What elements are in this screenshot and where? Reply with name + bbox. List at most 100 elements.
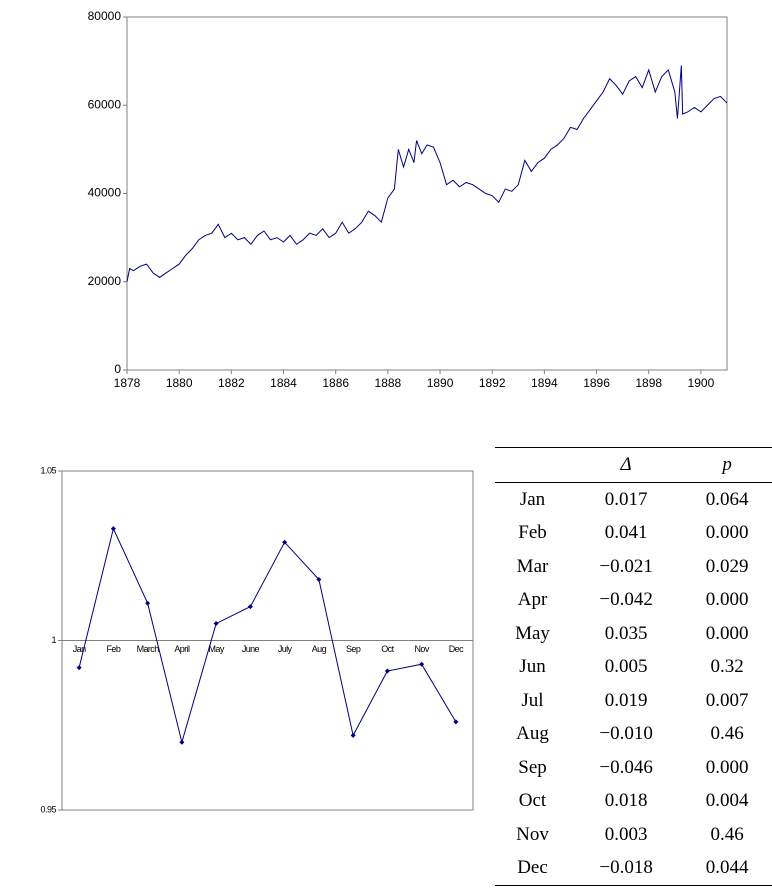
marker <box>350 732 356 738</box>
value-cell: 0.46 <box>710 823 744 845</box>
marker <box>179 739 185 745</box>
x-tick-label: 1886 <box>322 376 349 390</box>
month-cell: Jul <box>521 689 544 711</box>
y-tick-label: 60000 <box>88 97 122 111</box>
value-cell: −0.046 <box>599 756 653 778</box>
y-tick-label: 20000 <box>88 274 122 288</box>
value-cell: 0.000 <box>705 589 749 611</box>
value-cell: 0.044 <box>705 857 749 879</box>
value-cell: −0.021 <box>599 555 653 577</box>
x-tick-label: March <box>137 644 160 654</box>
marker <box>76 665 82 671</box>
value-cell: 0.003 <box>604 823 648 845</box>
value-cell: 0.035 <box>604 622 648 644</box>
value-cell: 0.32 <box>710 656 744 678</box>
value-cell: 0.007 <box>705 689 749 711</box>
x-tick-label: Feb <box>107 644 121 654</box>
value-cell: 0.019 <box>604 689 648 711</box>
month-cell: Apr <box>517 589 548 611</box>
table-row: Apr −0.042 0.000 <box>495 584 772 618</box>
x-tick-label: Sep <box>346 644 361 654</box>
x-tick-label: 1896 <box>583 376 610 390</box>
table-body: Jan 0.017 0.064 Feb 0.041 0.000 Mar −0.021 0.029… <box>495 483 772 886</box>
y-tick-label: 1.05 <box>40 465 56 475</box>
x-tick-label: 1890 <box>427 376 454 390</box>
table-row: Feb 0.041 0.000 <box>495 517 772 551</box>
x-tick-label: 1882 <box>218 376 245 390</box>
marker <box>384 668 390 674</box>
x-tick-label: 1892 <box>479 376 506 390</box>
value-cell: 0.018 <box>604 790 648 812</box>
table-row: May 0.035 0.000 <box>495 617 772 651</box>
table-row: Jan 0.017 0.064 <box>495 483 772 517</box>
header-cell: Δ <box>570 447 683 483</box>
x-tick-label: 1900 <box>688 376 715 390</box>
header-cell <box>495 447 570 483</box>
table-row: Jul 0.019 0.007 <box>495 684 772 718</box>
marker <box>145 600 151 606</box>
value-cell: 0.064 <box>705 488 749 510</box>
x-tick-label: April <box>174 644 190 654</box>
value-cell: 0.017 <box>604 488 648 510</box>
value-cell: 0.000 <box>705 756 749 778</box>
marker <box>282 539 288 545</box>
x-tick-label: 1888 <box>375 376 402 390</box>
table-row: Oct 0.018 0.004 <box>495 785 772 819</box>
table-row: Sep −0.046 0.000 <box>495 751 772 785</box>
table-row: Jun 0.005 0.32 <box>495 651 772 685</box>
marker <box>247 604 253 610</box>
x-tick-label: 1878 <box>114 376 141 390</box>
month-cell: Feb <box>518 522 547 544</box>
marker <box>453 719 459 725</box>
y-tick-label: 1 <box>51 635 56 645</box>
value-cell: 0.029 <box>705 555 749 577</box>
x-tick-label: Aug <box>312 644 327 654</box>
month-cell: Mar <box>516 555 549 577</box>
month-cell: Sep <box>518 756 547 778</box>
marker <box>110 526 116 532</box>
month-cell: Aug <box>516 723 549 745</box>
table-row: Nov 0.003 0.46 <box>495 818 772 852</box>
marker <box>213 621 219 627</box>
x-tick-label: 1880 <box>166 376 193 390</box>
x-tick-label: June <box>242 644 260 654</box>
header-cell: p <box>682 447 772 483</box>
x-tick-label: Jan <box>73 644 86 654</box>
value-cell: −0.010 <box>599 723 653 745</box>
value-cell: 0.000 <box>705 622 749 644</box>
data-line <box>78 527 457 745</box>
month-cell: May <box>515 622 550 644</box>
month-cell: Jan <box>519 488 546 510</box>
y-tick-label: 0.95 <box>40 804 56 814</box>
x-tick-label: Oct <box>381 644 394 654</box>
value-cell: −0.018 <box>599 857 653 879</box>
table-row: Dec −0.018 0.044 <box>495 852 772 886</box>
data-line <box>126 65 728 282</box>
value-cell: 0.005 <box>604 656 648 678</box>
plot-frame <box>126 16 728 371</box>
value-cell: 0.004 <box>705 790 749 812</box>
x-tick-label: Dec <box>449 644 464 654</box>
month-cell: Dec <box>517 857 548 879</box>
x-tick-label: July <box>278 644 293 654</box>
month-cell: Oct <box>518 790 547 812</box>
x-tick-label: Nov <box>415 644 430 654</box>
marker <box>316 576 322 582</box>
x-tick-label: 1884 <box>270 376 297 390</box>
x-tick-label: 1894 <box>531 376 558 390</box>
month-cell: Nov <box>516 823 549 845</box>
value-cell: −0.042 <box>599 589 653 611</box>
value-cell: 0.000 <box>705 522 749 544</box>
x-tick-label: 1898 <box>635 376 662 390</box>
y-tick-label: 80000 <box>88 9 122 23</box>
month-cell: Jun <box>519 656 546 678</box>
x-tick-label: May <box>209 644 225 654</box>
marker <box>419 661 425 667</box>
table-row: Aug −0.010 0.46 <box>495 718 772 752</box>
value-cell: 0.46 <box>710 723 744 745</box>
y-tick-label: 0 <box>114 362 121 376</box>
